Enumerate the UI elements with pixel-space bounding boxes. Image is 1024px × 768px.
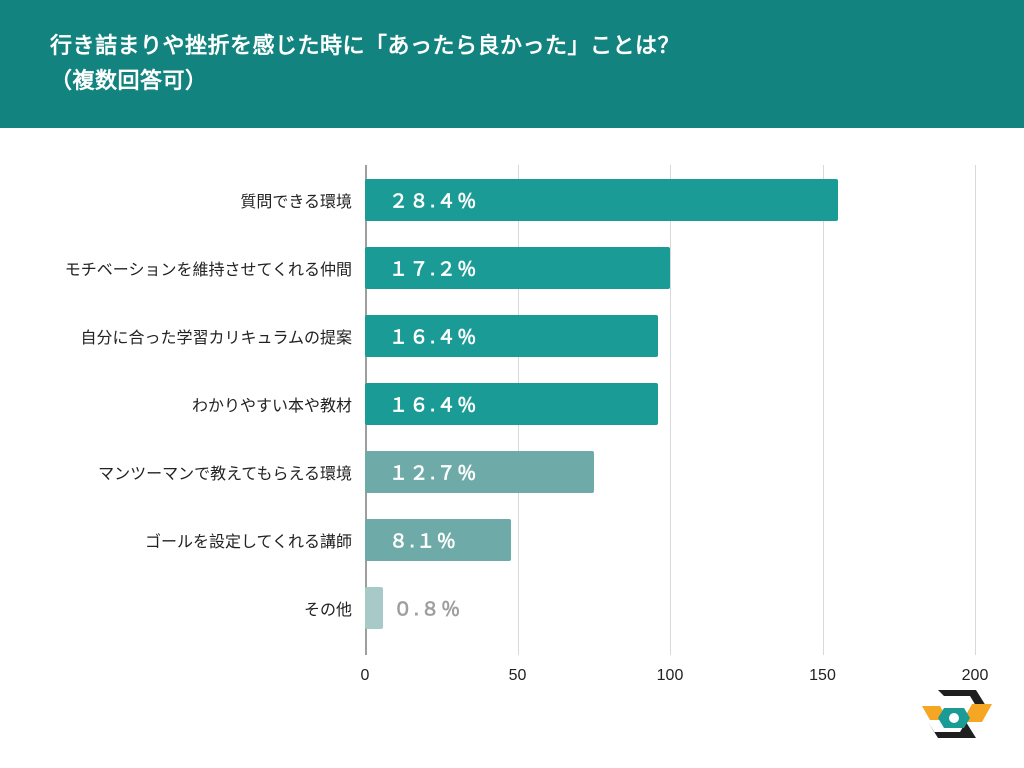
category-label: その他 [304, 596, 352, 620]
chart-row: マンツーマンで教えてもらえる環境 １２.７％ [0, 449, 1024, 495]
bar-value-label: ２８.４％ [389, 187, 478, 214]
chart-row: 自分に合った学習カリキュラムの提案 １６.４％ [0, 313, 1024, 359]
category-label: ゴールを設定してくれる講師 [145, 528, 352, 552]
brand-logo [918, 682, 996, 746]
bar-value-label: ０.８％ [393, 595, 461, 622]
x-tick-label: 0 [361, 667, 370, 685]
chart-row: ゴールを設定してくれる講師 ８.１％ [0, 517, 1024, 563]
bar-value-label: １２.７％ [389, 459, 478, 486]
bar-value-label: ８.１％ [389, 527, 457, 554]
bar-chart: 050100150200 質問できる環境２８.４％モチベーションを維持させてくれ… [0, 165, 1024, 725]
category-label: 質問できる環境 [240, 188, 352, 212]
title-line-1: 行き詰まりや挫折を感じた時に「あったら良かった」ことは？ [50, 33, 680, 58]
bar-value-label: １６.４％ [389, 391, 478, 418]
bar-value-label: １６.４％ [389, 323, 478, 350]
x-tick-label: 100 [657, 667, 684, 685]
category-label: モチベーションを維持させてくれる仲間 [65, 256, 352, 280]
header: 行き詰まりや挫折を感じた時に「あったら良かった」ことは？ （複数回答可） [0, 0, 1024, 128]
x-tick-label: 150 [809, 667, 836, 685]
title-line-2: （複数回答可） [50, 68, 208, 93]
bar [365, 587, 383, 629]
chart-row: わかりやすい本や教材 １６.４％ [0, 381, 1024, 427]
page-title: 行き詰まりや挫折を感じた時に「あったら良かった」ことは？ （複数回答可） [50, 28, 974, 98]
category-label: わかりやすい本や教材 [192, 392, 352, 416]
category-label: 自分に合った学習カリキュラムの提案 [80, 324, 352, 348]
x-tick-label: 50 [509, 667, 527, 685]
chart-row: 質問できる環境 ２８.４％ [0, 177, 1024, 223]
chart-row: その他 ０.８％ [0, 585, 1024, 631]
category-label: マンツーマンで教えてもらえる環境 [98, 460, 352, 484]
chart-row: モチベーションを維持させてくれる仲間 １７.２％ [0, 245, 1024, 291]
bar-value-label: １７.２％ [389, 255, 478, 282]
